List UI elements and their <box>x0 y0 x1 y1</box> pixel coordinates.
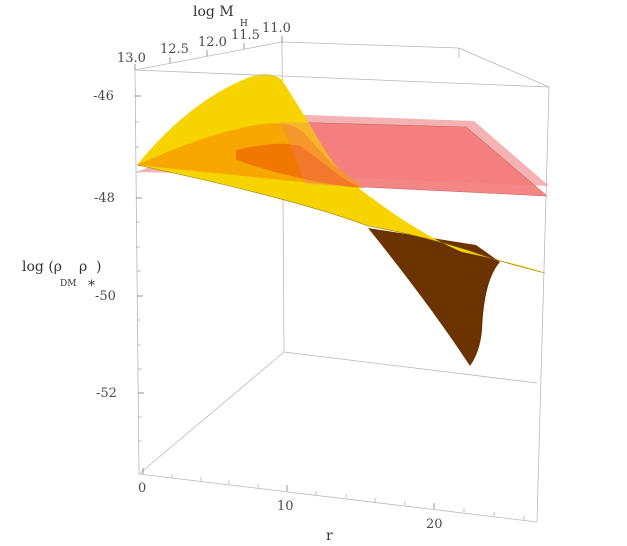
z-axis: -46 -48 -50 -52 log (ρ DM ρ * ) <box>22 89 144 442</box>
bounding-box-front <box>134 41 550 523</box>
logmh-tick-label: 11.5 <box>231 28 260 43</box>
surface-yellow-underside <box>368 228 500 366</box>
z-tick-label: -50 <box>95 289 116 304</box>
logmh-axis-label: log M <box>193 4 234 20</box>
logmh-axis-label-sub: H <box>240 19 248 29</box>
r-tick-label: 20 <box>426 517 443 532</box>
z-axis-label-end: ) <box>96 259 101 275</box>
r-tick-label: 10 <box>277 499 294 514</box>
r-axis: 0 10 20 r <box>138 468 525 544</box>
logmh-tick-label: 12.5 <box>160 42 189 57</box>
z-axis-label: log (ρ <box>22 259 62 275</box>
surface-pink-overlay <box>280 122 547 196</box>
z-axis-label-star: * <box>88 278 95 294</box>
z-axis-label-mid: ρ <box>79 259 87 275</box>
z-tick-label: -52 <box>96 386 117 401</box>
surface-yellow-shade-dark <box>236 143 362 188</box>
z-axis-label-sub: DM <box>60 279 76 289</box>
logmh-tick-label: 13.0 <box>117 51 146 66</box>
z-tick-label: -48 <box>94 191 115 206</box>
surface-yellow-edge <box>136 164 546 274</box>
z-tick-label: -46 <box>93 89 114 104</box>
logmh-axis: 13.0 12.5 12.0 11.5 11.0 log M H <box>117 4 291 70</box>
logmh-tick-label: 12.0 <box>198 35 227 50</box>
logmh-tick-label: 11.0 <box>262 21 291 36</box>
r-tick-label: 0 <box>138 481 146 496</box>
r-axis-label: r <box>326 528 333 544</box>
